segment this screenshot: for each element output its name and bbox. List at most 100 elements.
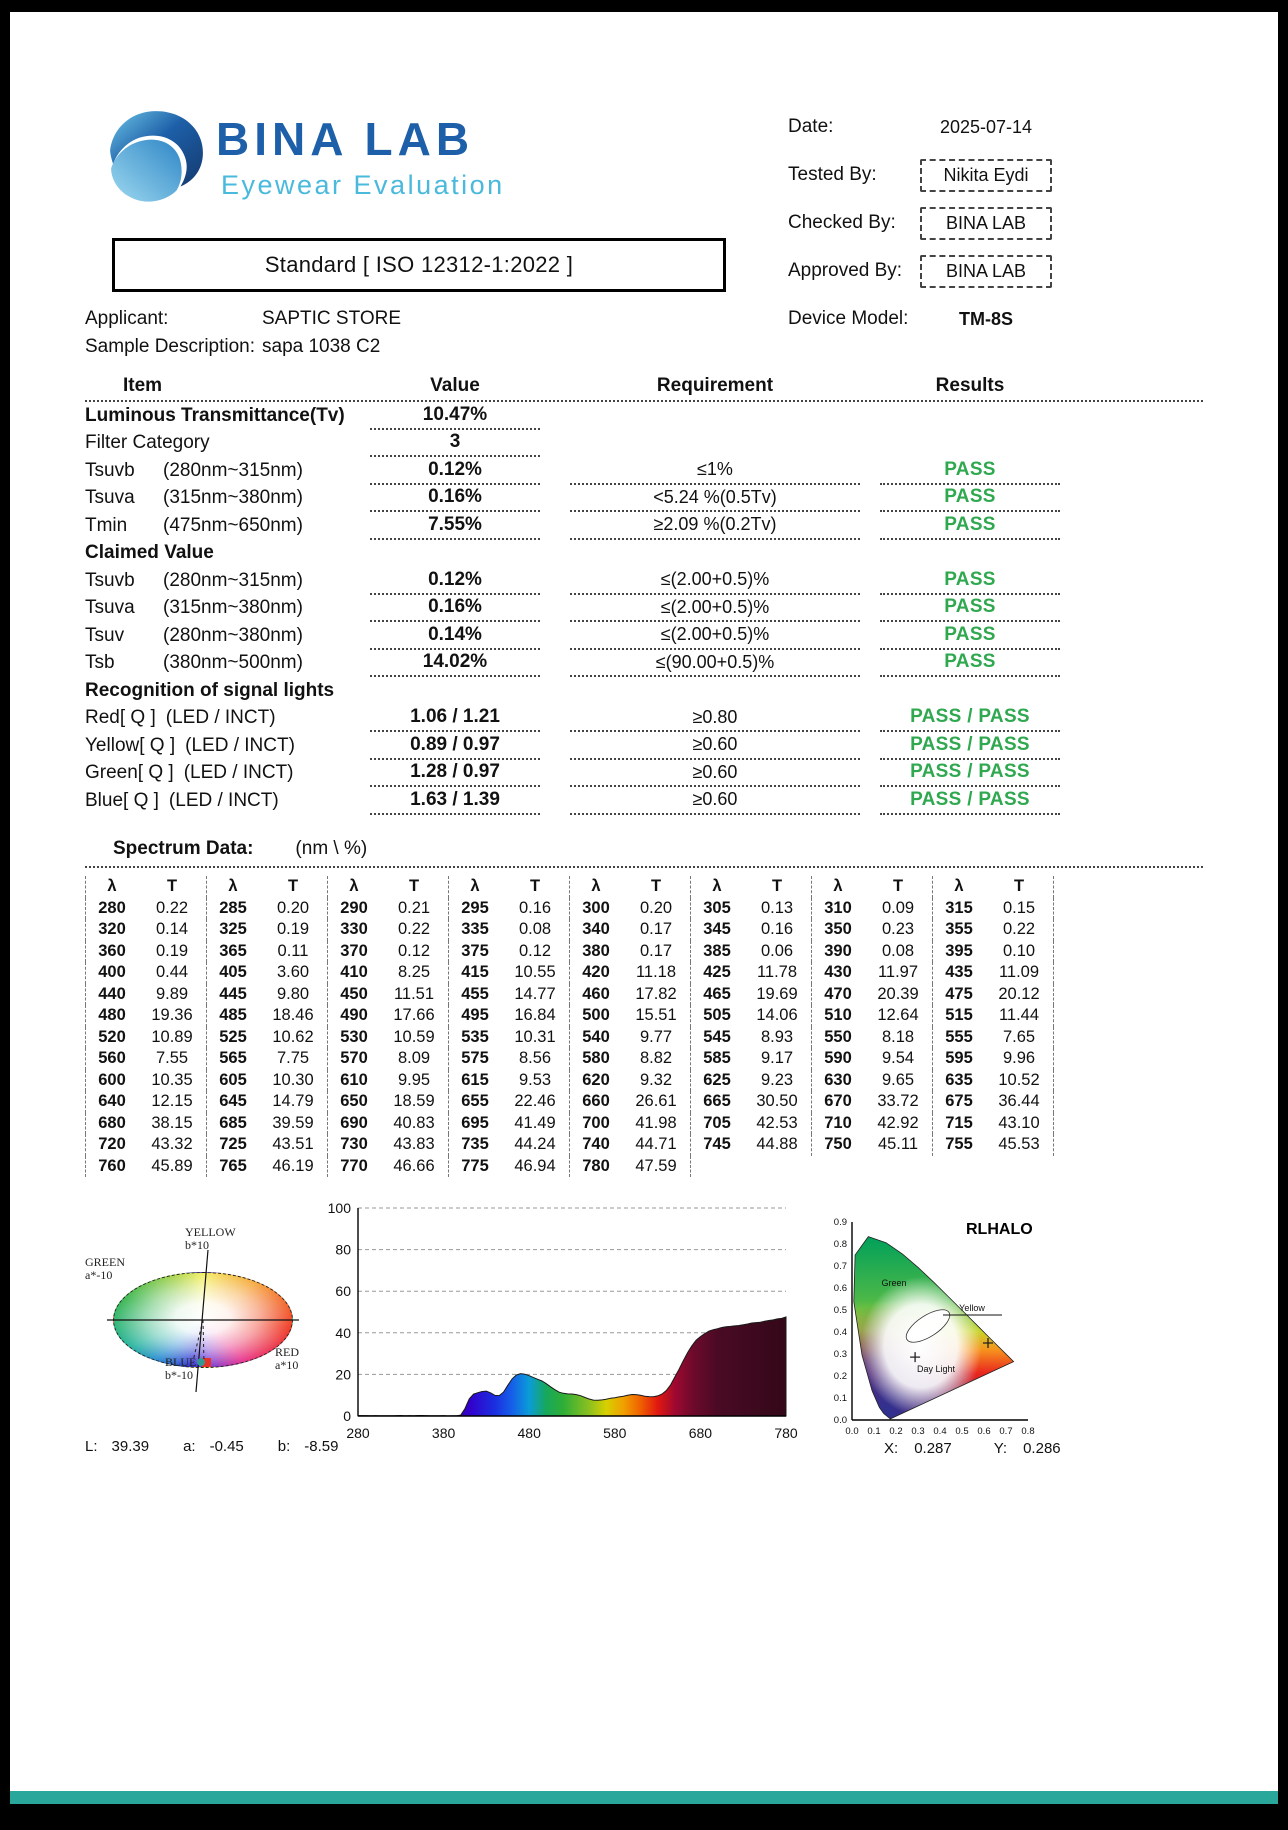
result-pass-cell: PASS / PASS bbox=[880, 732, 1060, 760]
lab-axes-svg bbox=[107, 1249, 299, 1393]
spectrum-cell: 745 44.88 bbox=[691, 1134, 812, 1156]
spectrum-cell: 455 14.77 bbox=[449, 983, 570, 1005]
meta-field-row: Tested By: Nikita Eydi bbox=[788, 158, 1058, 192]
transmittance-value: 30.50 bbox=[756, 1092, 798, 1111]
header-results: Results bbox=[935, 375, 1005, 396]
transmittance-value: 0.10 bbox=[1002, 941, 1036, 960]
wavelength-value: 710 bbox=[824, 1113, 852, 1132]
spectrum-title-row: Spectrum Data: (nm \ %) bbox=[85, 838, 367, 860]
wavelength-value: 660 bbox=[582, 1092, 610, 1111]
spectrum-data-row: 720 43.32 725 43.51 730 43.83 735 44.24 740 44.71… bbox=[85, 1134, 1063, 1156]
transmittance-value: 0.22 bbox=[1002, 920, 1036, 939]
transmittance-value: 11.09 bbox=[998, 963, 1040, 982]
logo-svg bbox=[110, 111, 203, 202]
transmittance-value: 11.44 bbox=[998, 1006, 1040, 1025]
wavelength-value: 630 bbox=[824, 1070, 852, 1089]
t-header: T bbox=[892, 877, 904, 896]
wavelength-value: 465 bbox=[703, 984, 731, 1003]
spectrum-cell: 545 8.93 bbox=[691, 1026, 812, 1048]
cie-y-tick-label: 0.8 bbox=[834, 1239, 847, 1250]
cie-title: RLHALO bbox=[966, 1221, 1033, 1238]
wavelength-value: 670 bbox=[824, 1092, 852, 1111]
wavelength-value: 665 bbox=[703, 1092, 731, 1111]
spectrum-data-row: 480 19.36 485 18.46 490 17.66 495 16.84 500 15.51… bbox=[85, 1005, 1063, 1027]
wavelength-value: 550 bbox=[824, 1027, 852, 1046]
cie-x-label: X: bbox=[884, 1440, 899, 1457]
wavelength-value: 335 bbox=[461, 920, 489, 939]
result-item-name: Luminous Transmittance(Tv) bbox=[85, 404, 345, 426]
transmittance-value: 9.32 bbox=[639, 1070, 673, 1089]
result-requirement-cell: ≥0.60 bbox=[570, 760, 860, 787]
wavelength-value: 635 bbox=[945, 1070, 973, 1089]
spectrum-cell: 720 43.32 bbox=[85, 1134, 207, 1156]
spectrum-cell: 730 43.83 bbox=[328, 1134, 449, 1156]
wavelength-value: 360 bbox=[98, 941, 126, 960]
spectrum-cell: 400 0.44 bbox=[85, 962, 207, 984]
result-value-cell: 0.12% bbox=[370, 457, 540, 485]
wavelength-value: 345 bbox=[703, 920, 731, 939]
transmittance-value: 3.60 bbox=[276, 963, 310, 982]
spectrum-cell: 640 12.15 bbox=[85, 1091, 207, 1113]
lab-guide-line-2 bbox=[202, 1319, 205, 1364]
result-item-range: (280nm~380nm) bbox=[163, 624, 303, 646]
wavelength-value: 610 bbox=[340, 1070, 368, 1089]
transmittance-value: 43.83 bbox=[393, 1135, 435, 1154]
spectrum-cell: 645 14.79 bbox=[207, 1091, 328, 1113]
wavelength-value: 415 bbox=[461, 963, 489, 982]
wavelength-value: 450 bbox=[340, 984, 368, 1003]
wavelength-value: 455 bbox=[461, 984, 489, 1003]
spectrum-cell: 710 42.92 bbox=[812, 1112, 933, 1134]
spectrum-grid: 0 20 40 60 80 100 280 380 480 580 680 780 bbox=[328, 1200, 798, 1441]
wavelength-value: 500 bbox=[582, 1006, 610, 1025]
spectrum-cell: 725 43.51 bbox=[207, 1134, 328, 1156]
transmittance-value: 44.24 bbox=[514, 1135, 556, 1154]
result-value-cell: 1.63 / 1.39 bbox=[370, 787, 540, 815]
pass-badge: PASS bbox=[944, 651, 996, 673]
result-value-cell: 0.89 / 0.97 bbox=[370, 732, 540, 760]
wavelength-value: 460 bbox=[582, 984, 610, 1003]
transmittance-value: 9.89 bbox=[155, 984, 189, 1003]
results-table-row: Tsuva (315nm~380nm) 0.16% <5.24 %(0.5Tv) PAS… bbox=[85, 485, 1203, 512]
cie-y-tick-label: 0.0 bbox=[834, 1415, 847, 1426]
lambda-header: λ bbox=[349, 877, 359, 896]
transmittance-value: 36.44 bbox=[998, 1092, 1040, 1111]
spectrum-cell: 520 10.89 bbox=[85, 1026, 207, 1048]
y-tick-label: 60 bbox=[335, 1283, 351, 1299]
transmittance-value: 26.61 bbox=[635, 1092, 677, 1111]
transmittance-value: 19.36 bbox=[151, 1006, 193, 1025]
cie-y-tick-label: 0.1 bbox=[834, 1393, 847, 1404]
result-item-cell: Red[ Q ] (LED / INCT) bbox=[85, 707, 370, 729]
result-value-cell: 3 bbox=[370, 430, 540, 457]
spectrum-cell: 315 0.15 bbox=[933, 897, 1054, 919]
transmittance-value: 10.89 bbox=[151, 1027, 193, 1046]
spectrum-cell: 335 0.08 bbox=[449, 919, 570, 941]
wavelength-value: 440 bbox=[98, 984, 126, 1003]
wavelength-value: 420 bbox=[582, 963, 610, 982]
wavelength-value: 445 bbox=[219, 984, 247, 1003]
wavelength-value: 355 bbox=[945, 920, 973, 939]
transmittance-value: 44.71 bbox=[635, 1135, 677, 1154]
spectrum-cell: 690 40.83 bbox=[328, 1112, 449, 1134]
x-tick-label: 680 bbox=[689, 1425, 713, 1441]
spectrum-cell: 635 10.52 bbox=[933, 1069, 1054, 1091]
cie-x-tick-label: 0.7 bbox=[999, 1426, 1012, 1437]
cie-values-row: X: 0.287 Y: 0.286 bbox=[884, 1440, 1061, 1457]
transmittance-value: 44.88 bbox=[756, 1135, 798, 1154]
wavelength-value: 350 bbox=[824, 920, 852, 939]
wavelength-value: 305 bbox=[703, 898, 731, 917]
wavelength-value: 280 bbox=[98, 898, 126, 917]
spectrum-cell: 295 0.16 bbox=[449, 897, 570, 919]
spectrum-data-row: 520 10.89 525 10.62 530 10.59 535 10.31 540 9.77 5… bbox=[85, 1026, 1063, 1048]
wavelength-value: 585 bbox=[703, 1049, 731, 1068]
transmittance-value: 9.65 bbox=[881, 1070, 915, 1089]
wavelength-value: 615 bbox=[461, 1070, 489, 1089]
meta-field-row: Approved By: BINA LAB bbox=[788, 254, 1058, 288]
t-header: T bbox=[529, 877, 541, 896]
spectrum-divider bbox=[85, 866, 1203, 868]
wavelength-value: 695 bbox=[461, 1113, 489, 1132]
spectrum-cell: 485 18.46 bbox=[207, 1005, 328, 1027]
wavelength-value: 470 bbox=[824, 984, 852, 1003]
